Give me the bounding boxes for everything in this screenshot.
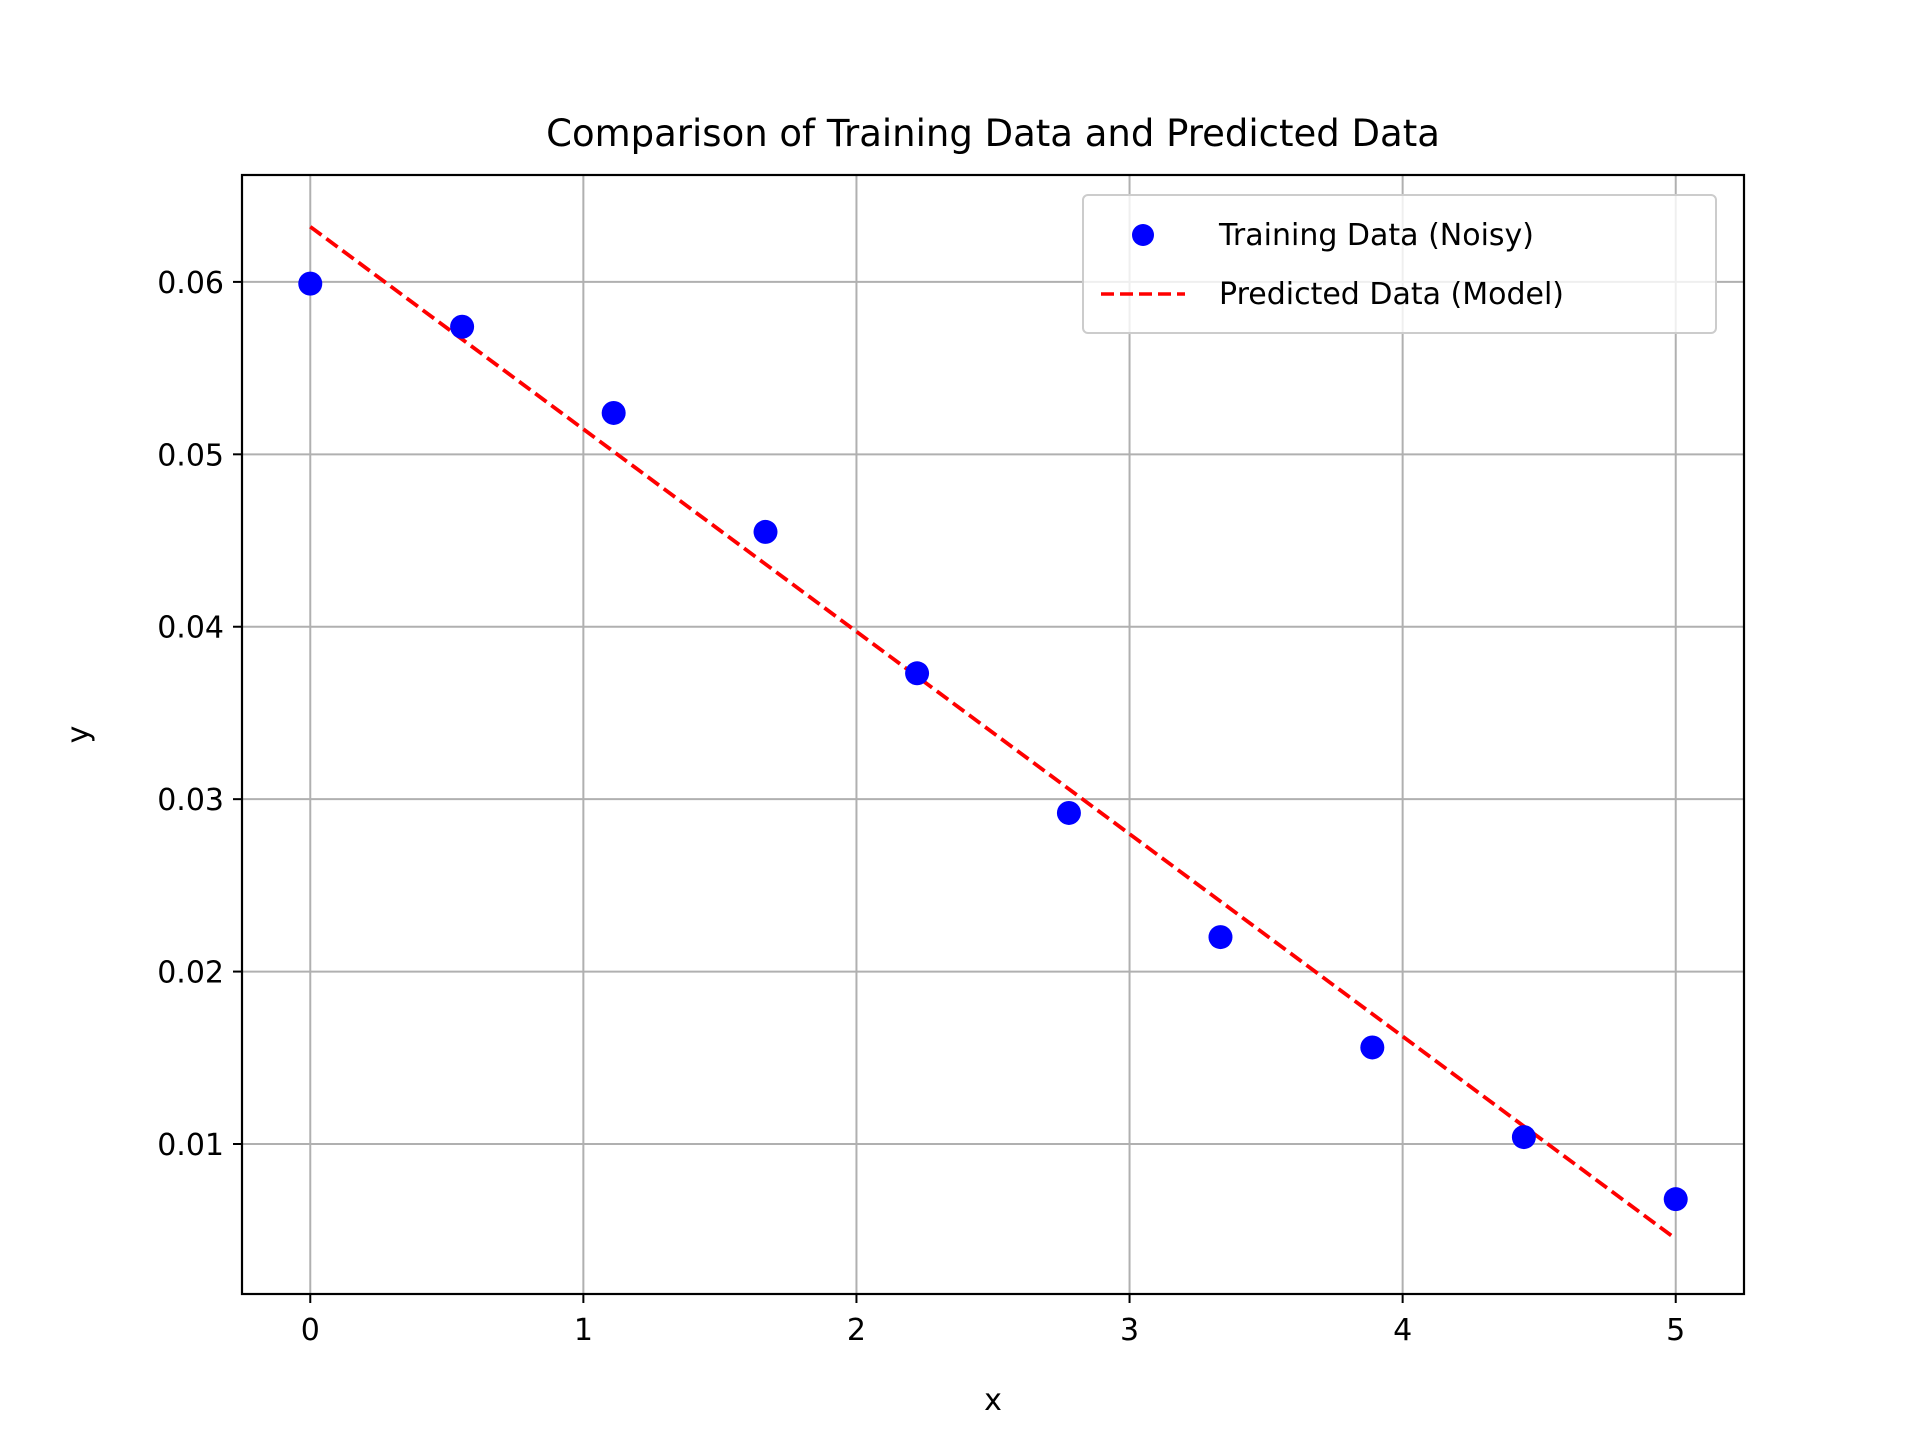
y-axis-ticks: 0.01 0.02 0.03 0.04 0.05 0.06 xyxy=(157,266,242,1163)
x-tick-label: 4 xyxy=(1393,1313,1412,1348)
x-tick-label: 2 xyxy=(847,1313,866,1348)
legend-marker-training-data xyxy=(1132,224,1154,246)
plot-frame xyxy=(240,173,1746,1296)
x-tick-label: 0 xyxy=(301,1313,320,1348)
training-data-point xyxy=(601,400,626,425)
predicted-data-line xyxy=(309,225,1677,1241)
x-tick-label: 3 xyxy=(1120,1313,1139,1348)
training-data-point xyxy=(1360,1035,1385,1060)
y-tick-label: 0.04 xyxy=(157,611,224,646)
training-data-point xyxy=(1663,1187,1688,1212)
legend-label-predicted-data: Predicted Data (Model) xyxy=(1219,277,1564,312)
y-tick-label: 0.06 xyxy=(157,266,224,301)
training-data-point xyxy=(1208,925,1233,950)
y-axis-label: y xyxy=(61,726,96,744)
training-data-point xyxy=(905,661,930,686)
y-tick-label: 0.05 xyxy=(157,438,224,473)
legend-box xyxy=(1082,194,1717,334)
legend: Training Data (Noisy) Predicted Data (Mo… xyxy=(1082,194,1717,334)
grid xyxy=(242,175,1744,1294)
training-data-point xyxy=(450,314,475,339)
training-data-point xyxy=(298,271,323,296)
y-tick-label: 0.02 xyxy=(157,956,224,991)
y-tick-label: 0.01 xyxy=(157,1128,224,1163)
y-tick-label: 0.03 xyxy=(157,783,224,818)
training-points-layer xyxy=(298,271,1688,1212)
x-tick-label: 1 xyxy=(574,1313,593,1348)
x-tick-label: 5 xyxy=(1666,1313,1685,1348)
chart-title: Comparison of Training Data and Predicte… xyxy=(546,112,1440,155)
training-data-point xyxy=(1511,1125,1536,1150)
x-axis-label: x xyxy=(984,1383,1002,1418)
training-data-point xyxy=(753,519,778,544)
predicted-line-layer xyxy=(309,225,1677,1241)
training-data-point xyxy=(1056,800,1081,825)
x-axis-ticks: 0 1 2 3 4 5 xyxy=(301,1294,1685,1348)
legend-label-training-data: Training Data (Noisy) xyxy=(1218,218,1534,253)
